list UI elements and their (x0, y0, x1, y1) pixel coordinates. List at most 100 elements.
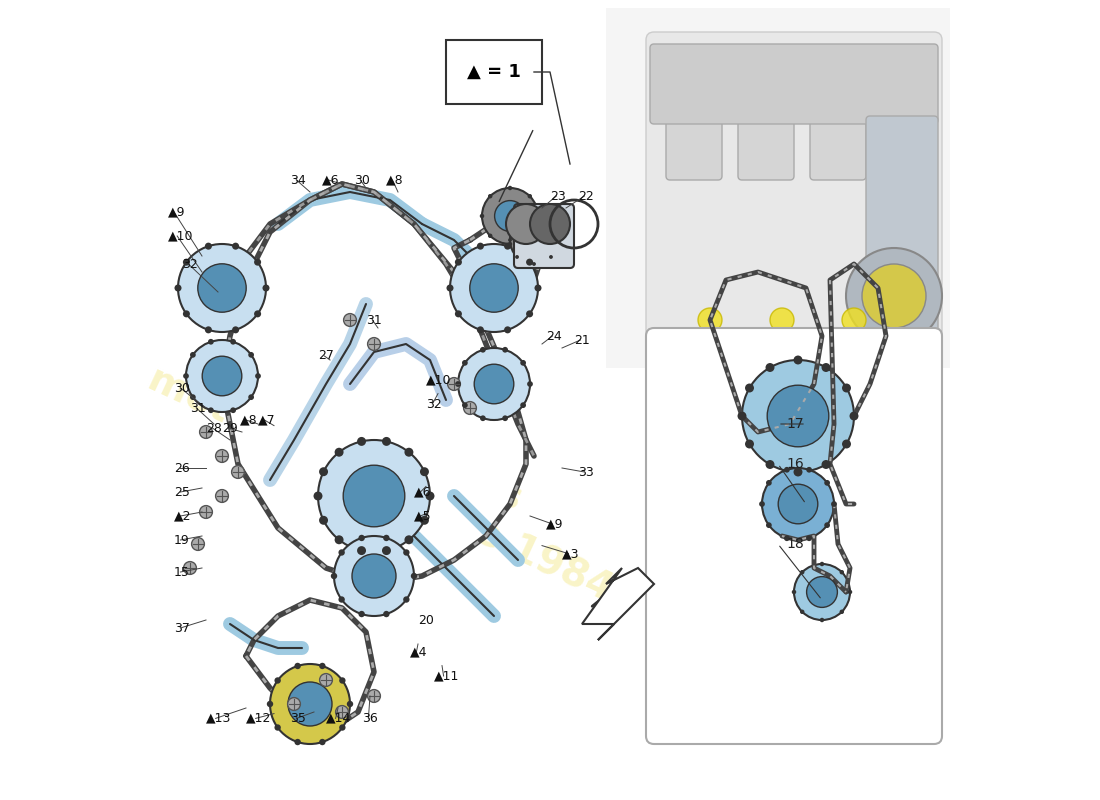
Text: ▲11: ▲11 (434, 670, 460, 682)
Circle shape (462, 402, 468, 408)
Circle shape (778, 484, 817, 524)
Circle shape (450, 244, 538, 332)
Circle shape (784, 535, 790, 541)
Circle shape (455, 381, 461, 387)
Circle shape (480, 415, 486, 421)
Circle shape (230, 339, 236, 345)
Text: ▲14: ▲14 (326, 712, 351, 725)
Circle shape (528, 234, 532, 238)
Circle shape (515, 255, 519, 259)
Text: ▲9: ▲9 (167, 206, 185, 218)
Circle shape (410, 573, 417, 579)
Text: europaparts
motor parts since 1984: europaparts motor parts since 1984 (142, 319, 638, 609)
Text: ▲12: ▲12 (246, 712, 272, 725)
Circle shape (334, 536, 414, 616)
Text: 32: 32 (426, 398, 442, 410)
Circle shape (346, 701, 353, 707)
Circle shape (535, 285, 541, 291)
Text: 21: 21 (574, 334, 590, 346)
Circle shape (462, 360, 468, 366)
Circle shape (824, 522, 830, 528)
Text: 22: 22 (578, 190, 594, 202)
Circle shape (352, 554, 396, 598)
Circle shape (820, 562, 824, 566)
Circle shape (527, 381, 532, 387)
Circle shape (822, 460, 830, 469)
Circle shape (319, 467, 328, 476)
Circle shape (532, 214, 536, 218)
Circle shape (426, 491, 434, 501)
Circle shape (274, 724, 280, 730)
Text: ▲9: ▲9 (546, 518, 563, 530)
Circle shape (455, 310, 462, 318)
Text: ▲4: ▲4 (410, 646, 428, 658)
Circle shape (447, 285, 453, 291)
Circle shape (367, 690, 381, 702)
Circle shape (183, 258, 190, 266)
Circle shape (216, 450, 229, 462)
Circle shape (463, 402, 476, 414)
Circle shape (216, 490, 229, 502)
Circle shape (198, 264, 246, 312)
Circle shape (557, 238, 560, 242)
Circle shape (842, 308, 866, 332)
Circle shape (806, 577, 837, 607)
Circle shape (842, 439, 851, 449)
Circle shape (793, 355, 803, 365)
Circle shape (334, 448, 343, 457)
Text: 37: 37 (174, 622, 190, 634)
Text: ▲5: ▲5 (414, 510, 431, 522)
Text: ▲ = 1: ▲ = 1 (468, 63, 521, 81)
Circle shape (528, 194, 532, 198)
Circle shape (820, 618, 824, 622)
Circle shape (183, 310, 190, 318)
Circle shape (474, 364, 514, 404)
Text: ▲2: ▲2 (174, 510, 191, 522)
Text: 30: 30 (174, 382, 190, 394)
Circle shape (849, 411, 858, 421)
Circle shape (287, 698, 300, 710)
Circle shape (249, 352, 254, 358)
Text: 34: 34 (290, 174, 306, 186)
Circle shape (767, 385, 828, 446)
FancyBboxPatch shape (446, 40, 542, 104)
Text: 16: 16 (786, 457, 804, 471)
FancyBboxPatch shape (646, 32, 942, 352)
Text: 29: 29 (222, 422, 238, 434)
Circle shape (762, 468, 834, 540)
Circle shape (842, 383, 851, 393)
Circle shape (510, 216, 558, 264)
FancyBboxPatch shape (866, 116, 938, 348)
Circle shape (508, 186, 513, 190)
Text: 20: 20 (418, 614, 433, 626)
Circle shape (477, 242, 484, 250)
Circle shape (508, 238, 512, 242)
Circle shape (420, 467, 429, 476)
Circle shape (383, 611, 389, 618)
Circle shape (839, 570, 844, 574)
Circle shape (515, 221, 519, 225)
Circle shape (270, 664, 350, 744)
Circle shape (549, 221, 553, 225)
Circle shape (737, 411, 747, 421)
Circle shape (488, 194, 493, 198)
Circle shape (319, 516, 328, 525)
Circle shape (274, 678, 280, 684)
Circle shape (208, 407, 213, 413)
Circle shape (186, 340, 258, 412)
Circle shape (477, 326, 484, 334)
Circle shape (526, 258, 534, 266)
Circle shape (383, 534, 389, 541)
Circle shape (199, 506, 212, 518)
Circle shape (520, 360, 526, 366)
Text: 26: 26 (174, 462, 189, 474)
Circle shape (495, 201, 526, 231)
Circle shape (822, 363, 830, 372)
Circle shape (319, 739, 326, 746)
Circle shape (358, 437, 366, 446)
Circle shape (520, 402, 526, 408)
Circle shape (232, 242, 239, 250)
Circle shape (745, 439, 754, 449)
Circle shape (508, 242, 513, 246)
Circle shape (230, 407, 236, 413)
